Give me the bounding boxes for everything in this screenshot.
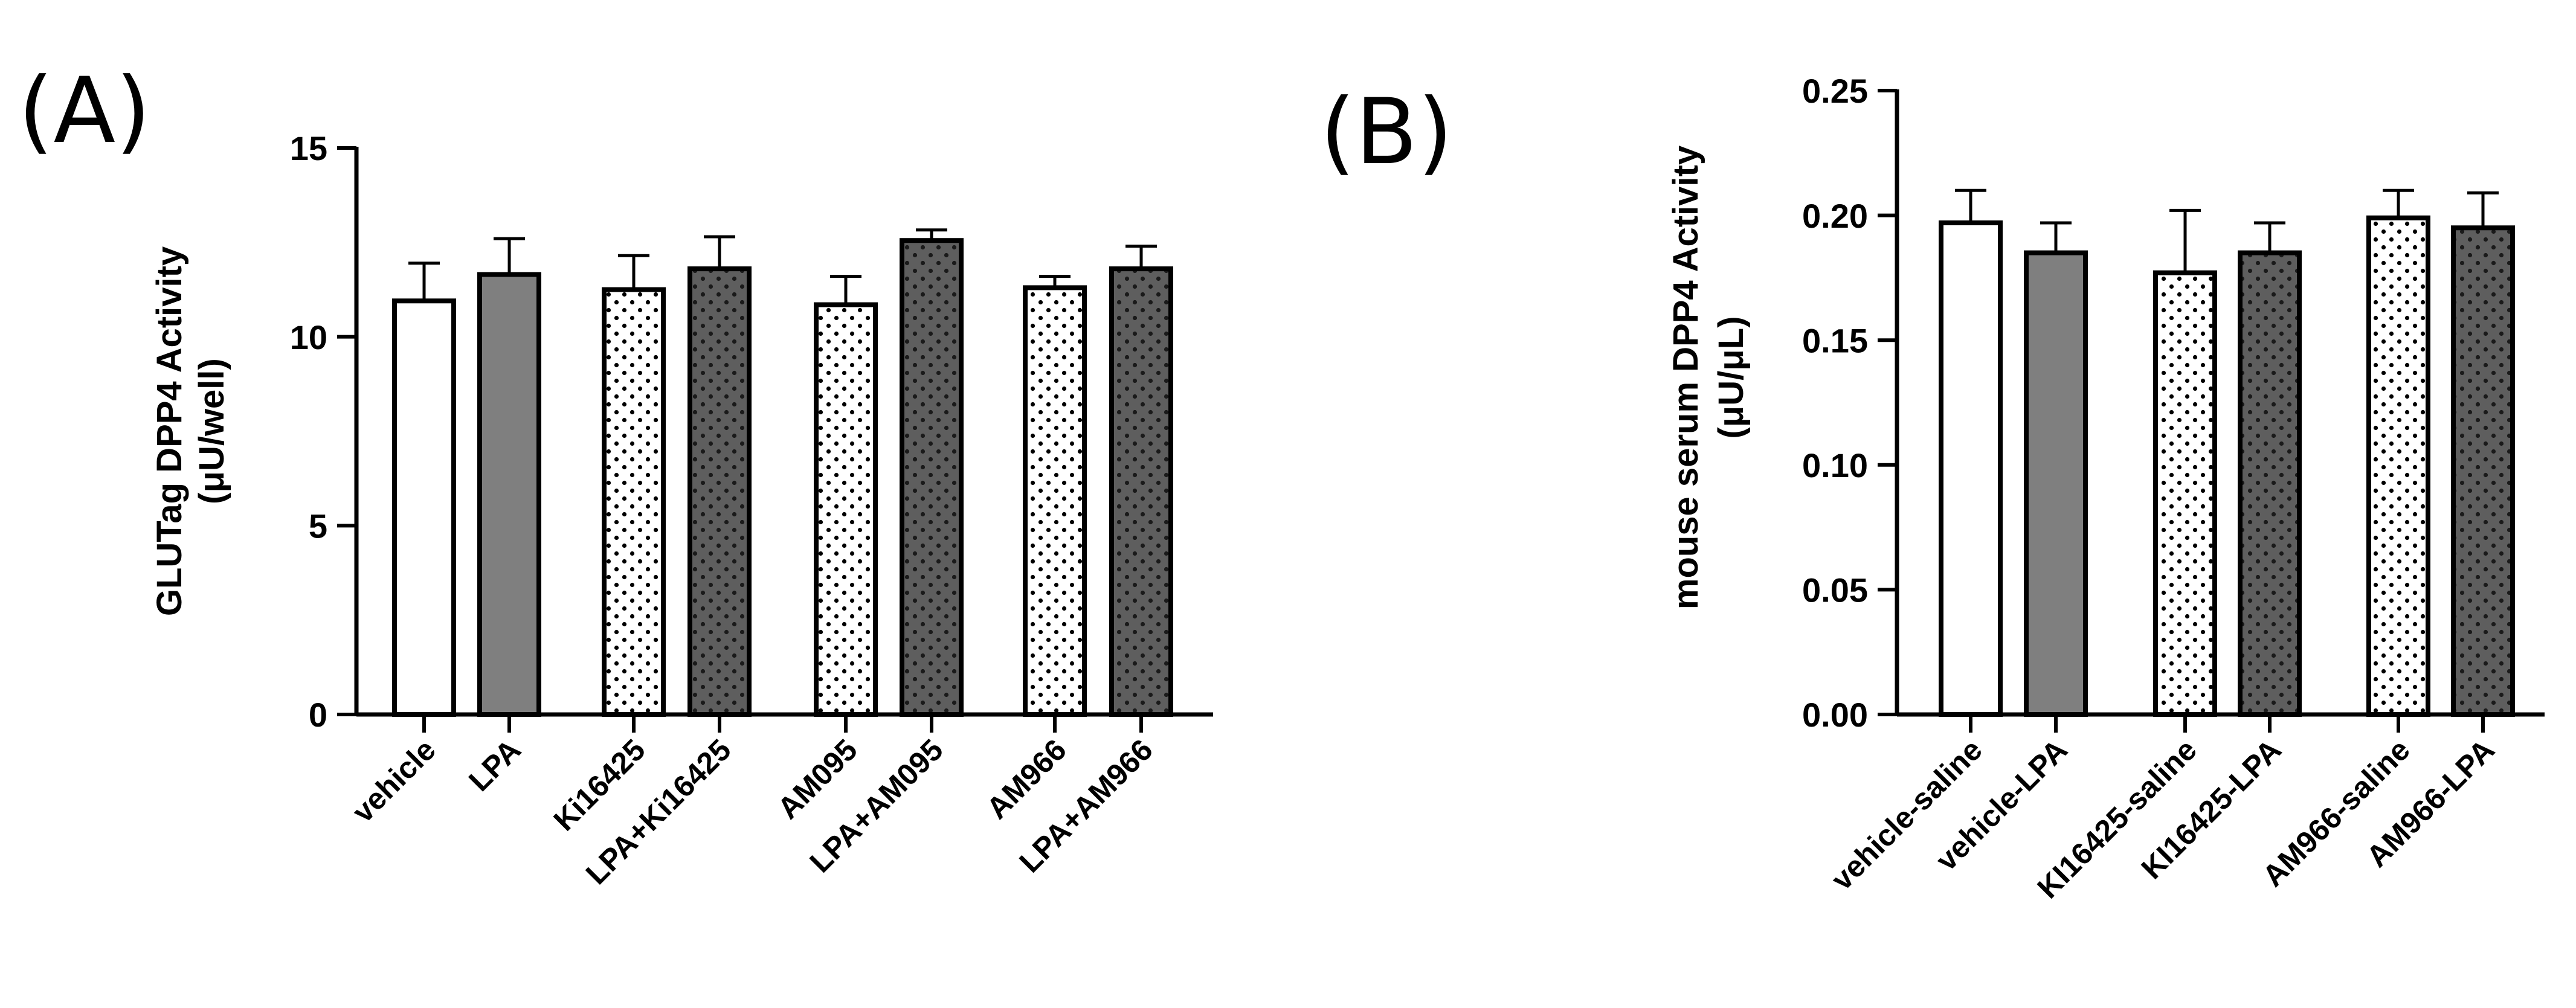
y-tick-label: 10 xyxy=(290,318,327,356)
bar xyxy=(1109,266,1173,717)
bar xyxy=(602,287,666,717)
x-tick-label: vehicle-saline xyxy=(1824,733,1989,897)
panel-a-letter: (A) xyxy=(18,59,151,164)
chart-a: 0 5 10 15 GLUTag DPP4 Activity (μU/well) vehic… xyxy=(150,129,1213,891)
chart-b: 0.00 0.05 0.10 0.15 0.20 0.25 mouse serum DPP4… xyxy=(1666,72,2545,905)
x-tick-label: vehicle xyxy=(346,733,442,829)
bar xyxy=(2024,250,2088,717)
y-axis-title: mouse serum DPP4 Activity xyxy=(1666,146,1705,609)
y-axis-unit: (μU/μL) xyxy=(1711,316,1751,438)
y-tick-label: 0.20 xyxy=(1802,197,1868,235)
y-tick-label: 0.10 xyxy=(1802,446,1868,484)
x-tick-label: LPA+Ki16425 xyxy=(579,733,738,891)
y-tick-label: 0.05 xyxy=(1802,571,1868,609)
y-tick-label: 0.15 xyxy=(1802,321,1868,359)
bar xyxy=(2451,225,2515,717)
y-tick-label: 15 xyxy=(290,129,327,167)
panel-b-letter: (B) xyxy=(1320,80,1453,185)
bar xyxy=(2238,250,2302,717)
bar xyxy=(2153,270,2217,717)
y-tick-label: 0.00 xyxy=(1802,696,1868,734)
bar xyxy=(814,302,878,717)
x-tick-label: LPA xyxy=(462,733,527,798)
y-tick-label: 5 xyxy=(309,507,327,545)
bar xyxy=(392,298,456,717)
bar xyxy=(900,238,964,717)
bar xyxy=(1023,285,1087,717)
bar xyxy=(2366,215,2430,717)
y-tick-label: 0 xyxy=(309,696,327,734)
y-axis-title: GLUTag DPP4 Activity xyxy=(150,246,189,616)
y-tick-label: 0.25 xyxy=(1802,72,1868,110)
y-axis-unit: (μU/well) xyxy=(192,358,231,504)
bar xyxy=(687,266,752,717)
bar xyxy=(477,272,541,717)
bar xyxy=(1939,220,2003,717)
